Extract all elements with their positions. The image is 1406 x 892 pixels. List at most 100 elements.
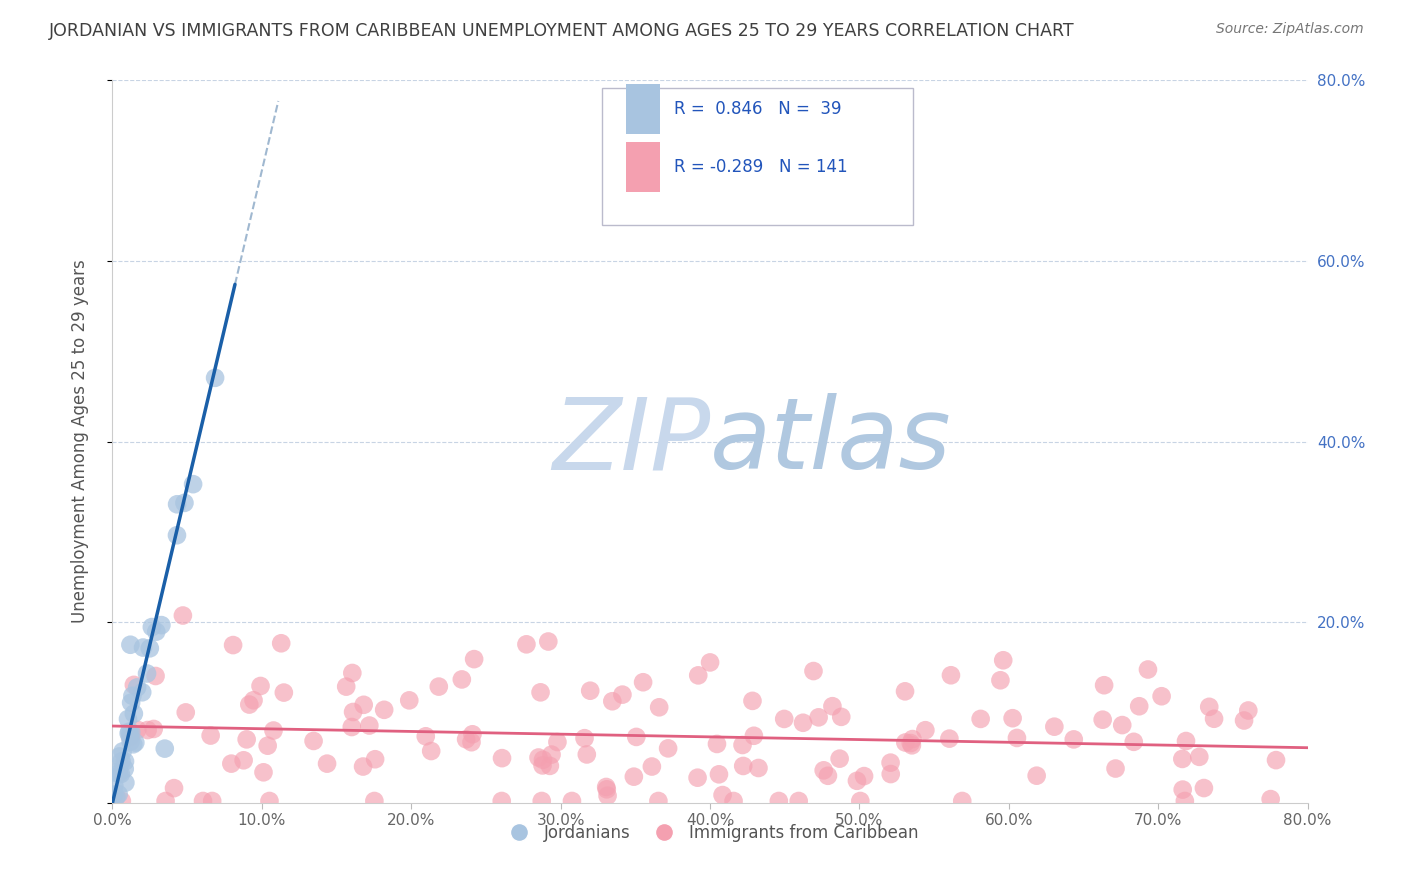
Point (316, 756, 339, 771)
Point (114, 762, 136, 776)
Point (853, 769, 876, 783)
Point (1171, 782, 1194, 797)
Point (373, 703, 395, 717)
Point (122, 737, 145, 751)
Point (191, 794, 214, 808)
Point (596, 789, 619, 803)
Point (707, 767, 730, 781)
Point (711, 788, 734, 802)
Point (647, 794, 669, 808)
Point (221, 756, 243, 771)
Point (1198, 699, 1220, 714)
Point (155, 794, 177, 808)
Point (359, 718, 381, 732)
Point (807, 710, 830, 724)
Point (107, 787, 129, 801)
Point (131, 685, 153, 699)
Point (657, 741, 679, 756)
Point (145, 669, 167, 683)
Point (515, 637, 537, 651)
Point (579, 683, 602, 698)
Point (120, 696, 142, 710)
Point (166, 528, 188, 542)
Point (901, 732, 924, 747)
Point (574, 731, 596, 746)
Point (531, 753, 554, 767)
Point (1174, 794, 1197, 808)
Point (530, 794, 553, 808)
Point (879, 756, 901, 770)
Point (813, 764, 835, 778)
Point (118, 724, 141, 739)
Point (939, 668, 962, 682)
Point (1128, 699, 1150, 714)
Legend: Jordanians, Immigrants from Caribbean: Jordanians, Immigrants from Caribbean (495, 817, 925, 848)
Point (121, 689, 143, 703)
Point (626, 730, 648, 744)
Point (612, 688, 634, 702)
Point (136, 666, 159, 681)
Point (353, 698, 375, 712)
Point (127, 723, 149, 737)
Point (894, 684, 917, 698)
Point (880, 767, 903, 781)
Point (821, 699, 844, 714)
FancyBboxPatch shape (603, 87, 914, 225)
Point (256, 739, 278, 753)
Point (901, 739, 924, 753)
Point (111, 744, 134, 758)
Point (773, 712, 796, 726)
Point (415, 729, 437, 743)
Point (103, 765, 125, 780)
Point (1188, 749, 1211, 764)
Point (232, 753, 254, 767)
Point (1175, 734, 1198, 748)
Point (108, 766, 131, 780)
Point (335, 680, 357, 694)
Point (742, 729, 765, 743)
Point (105, 789, 128, 804)
Point (142, 722, 165, 736)
Point (450, 673, 472, 687)
Point (602, 694, 624, 708)
Point (1092, 678, 1115, 692)
Point (1025, 769, 1047, 783)
Point (1237, 704, 1260, 718)
Point (1233, 714, 1256, 728)
Point (117, 712, 139, 726)
Point (108, 749, 131, 764)
Point (249, 679, 271, 693)
Point (1202, 712, 1225, 726)
Point (623, 770, 645, 784)
Point (118, 729, 141, 743)
Point (537, 634, 560, 648)
Point (273, 685, 295, 699)
Text: JORDANIAN VS IMMIGRANTS FROM CARIBBEAN UNEMPLOYMENT AMONG AGES 25 TO 29 YEARS CO: JORDANIAN VS IMMIGRANTS FROM CARIBBEAN U… (49, 22, 1074, 40)
Point (398, 693, 420, 707)
Point (1063, 732, 1085, 747)
Point (1171, 752, 1194, 766)
Point (538, 759, 561, 773)
Point (172, 608, 194, 623)
Point (1136, 663, 1159, 677)
Point (803, 664, 825, 678)
Point (460, 735, 482, 749)
Text: Source: ZipAtlas.com: Source: ZipAtlas.com (1216, 22, 1364, 37)
Point (747, 761, 769, 775)
Point (420, 744, 443, 758)
Point (110, 767, 132, 781)
Point (153, 741, 176, 756)
Point (529, 685, 551, 699)
Point (103, 779, 125, 793)
Point (124, 735, 146, 749)
Point (817, 769, 839, 783)
Point (768, 794, 790, 808)
Point (546, 735, 568, 749)
Point (900, 736, 922, 750)
Point (200, 729, 222, 743)
Point (263, 723, 285, 738)
Point (686, 771, 709, 785)
Point (990, 673, 1012, 688)
FancyBboxPatch shape (627, 84, 659, 135)
Point (596, 782, 619, 797)
